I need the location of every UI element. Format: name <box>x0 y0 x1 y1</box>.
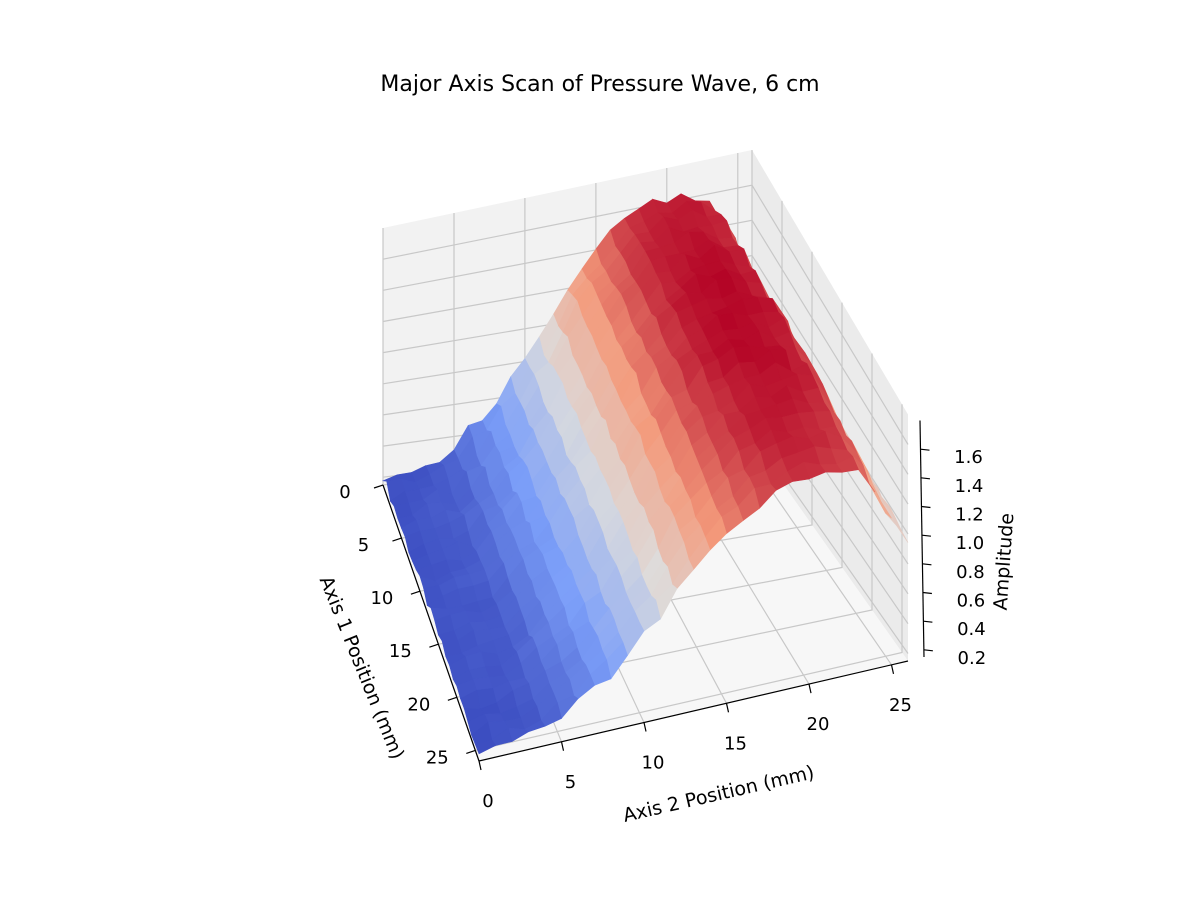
amplitude-tick <box>920 448 930 451</box>
grid-line-z <box>382 219 909 475</box>
axis1-tick <box>447 696 458 701</box>
amplitude-tick <box>920 477 931 480</box>
axis1-tick <box>429 643 439 648</box>
axis2-tick-label: 20 <box>807 714 830 735</box>
axis2-tick <box>890 664 895 674</box>
axis2-tick-label: 0 <box>482 791 493 812</box>
axis1-tick-label: 5 <box>358 535 369 556</box>
amplitude-tick-label: 0.8 <box>956 562 985 583</box>
axis1-tick <box>410 590 421 595</box>
amplitude-tick-label: 0.2 <box>958 648 987 669</box>
axis2-tick <box>725 703 730 713</box>
axis1-tick <box>373 484 384 489</box>
surface-facet <box>474 739 496 755</box>
axis1-tick <box>392 537 402 542</box>
amplitude-tick-label: 0.6 <box>957 591 986 612</box>
axis2-tick-label: 10 <box>642 753 665 774</box>
axis-lines <box>373 420 933 771</box>
grid-line-z <box>382 254 909 505</box>
amplitude-tick <box>921 505 931 509</box>
axis2-tick <box>478 760 482 771</box>
amplitude-tick <box>923 620 933 623</box>
amplitude-tick <box>923 649 933 652</box>
axis2-line <box>478 660 909 762</box>
axis2-tick-label: 5 <box>565 772 576 793</box>
grid-line-x <box>475 404 903 751</box>
axis1-tick-label: 25 <box>426 747 449 768</box>
axis1-tick-label: 20 <box>407 694 430 715</box>
axis2-tick-label: 25 <box>889 695 912 716</box>
axis2-tick <box>808 683 812 694</box>
amplitude-tick-label: 1.4 <box>955 476 984 497</box>
axis1-label: Axis 1 Position (mm) <box>315 573 409 762</box>
axis1-line <box>382 484 480 762</box>
amplitude-tick-label: 1.2 <box>955 505 984 526</box>
axis2-tick <box>643 722 647 732</box>
amplitude-tick-label: 1.0 <box>956 533 985 554</box>
chart-title: Major Axis Scan of Pressure Wave, 6 cm <box>380 72 820 97</box>
grid-line-z <box>382 184 909 445</box>
amplitude-label: Amplitude <box>990 512 1019 611</box>
axis1-tick-label: 0 <box>339 482 350 503</box>
amplitude-axis-line <box>919 420 925 658</box>
amplitude-tick-label: 0.4 <box>957 619 986 640</box>
amplitude-tick-label: 1.6 <box>954 447 983 468</box>
axis1-tick-label: 10 <box>370 588 393 609</box>
axis1-tick <box>466 749 476 754</box>
axis2-tick-label: 15 <box>724 733 747 754</box>
amplitude-tick <box>922 591 932 595</box>
axis1-tick-label: 15 <box>389 641 412 662</box>
amplitude-tick <box>921 534 932 537</box>
surface-mesh <box>381 193 909 755</box>
amplitude-tick <box>922 563 932 566</box>
axis2-tick <box>560 741 565 751</box>
